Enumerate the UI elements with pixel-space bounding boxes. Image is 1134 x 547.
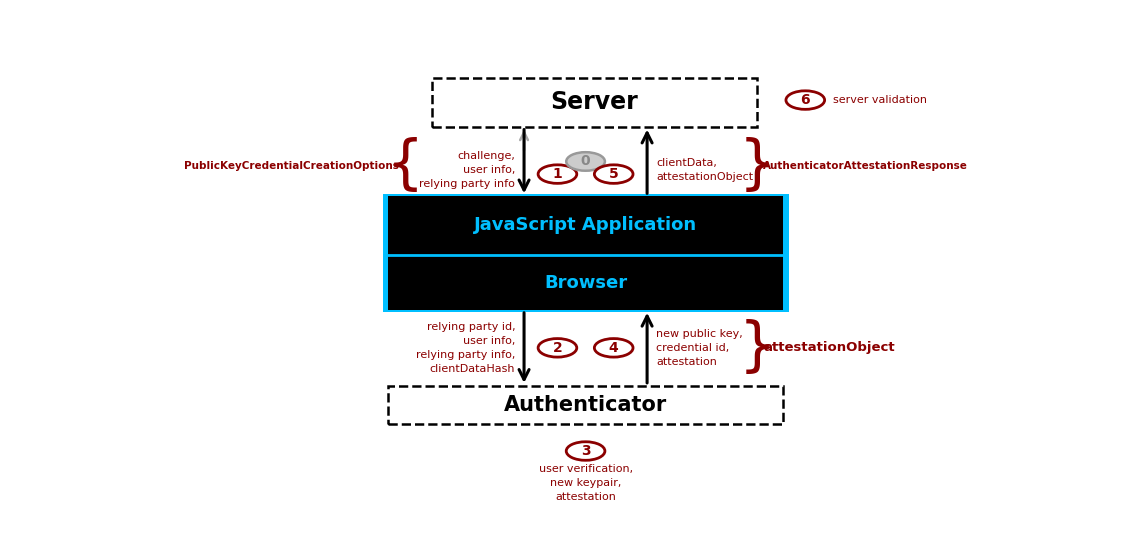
Bar (388, 386, 784, 423)
Text: user verification,
new keypair,
attestation: user verification, new keypair, attestat… (539, 464, 633, 502)
Text: 6: 6 (801, 93, 810, 107)
Circle shape (539, 165, 577, 183)
Bar (432, 78, 756, 127)
Text: clientData,
attestationObject: clientData, attestationObject (655, 158, 753, 182)
Text: 2: 2 (552, 341, 562, 355)
Circle shape (594, 165, 633, 183)
Bar (382, 194, 788, 312)
Text: new public key,
credential id,
attestation: new public key, credential id, attestati… (655, 329, 743, 367)
Text: Server: Server (550, 90, 638, 114)
Text: 4: 4 (609, 341, 618, 355)
Circle shape (539, 339, 577, 357)
Text: }: } (738, 137, 776, 194)
Circle shape (594, 339, 633, 357)
Text: server validation: server validation (833, 95, 928, 105)
Text: PublicKeyCredentialCreationOptions: PublicKeyCredentialCreationOptions (185, 161, 399, 171)
Text: relying party id,
user info,
relying party info,
clientDataHash: relying party id, user info, relying par… (416, 322, 515, 374)
Text: }: } (738, 319, 776, 376)
Text: AuthenticatorAttestationResponse: AuthenticatorAttestationResponse (763, 161, 968, 171)
Text: 3: 3 (581, 444, 591, 458)
Bar (388, 196, 784, 310)
Circle shape (566, 442, 604, 460)
Text: {: { (387, 137, 424, 194)
Text: challenge,
user info,
relying party info: challenge, user info, relying party info (420, 151, 515, 189)
Text: Browser: Browser (544, 274, 627, 292)
Circle shape (566, 152, 604, 171)
Text: Authenticator: Authenticator (503, 395, 667, 415)
Text: 1: 1 (552, 167, 562, 181)
Text: attestationObject: attestationObject (763, 341, 895, 354)
Circle shape (786, 91, 824, 109)
Text: 5: 5 (609, 167, 618, 181)
Text: JavaScript Application: JavaScript Application (474, 216, 697, 234)
Text: 0: 0 (581, 154, 591, 168)
